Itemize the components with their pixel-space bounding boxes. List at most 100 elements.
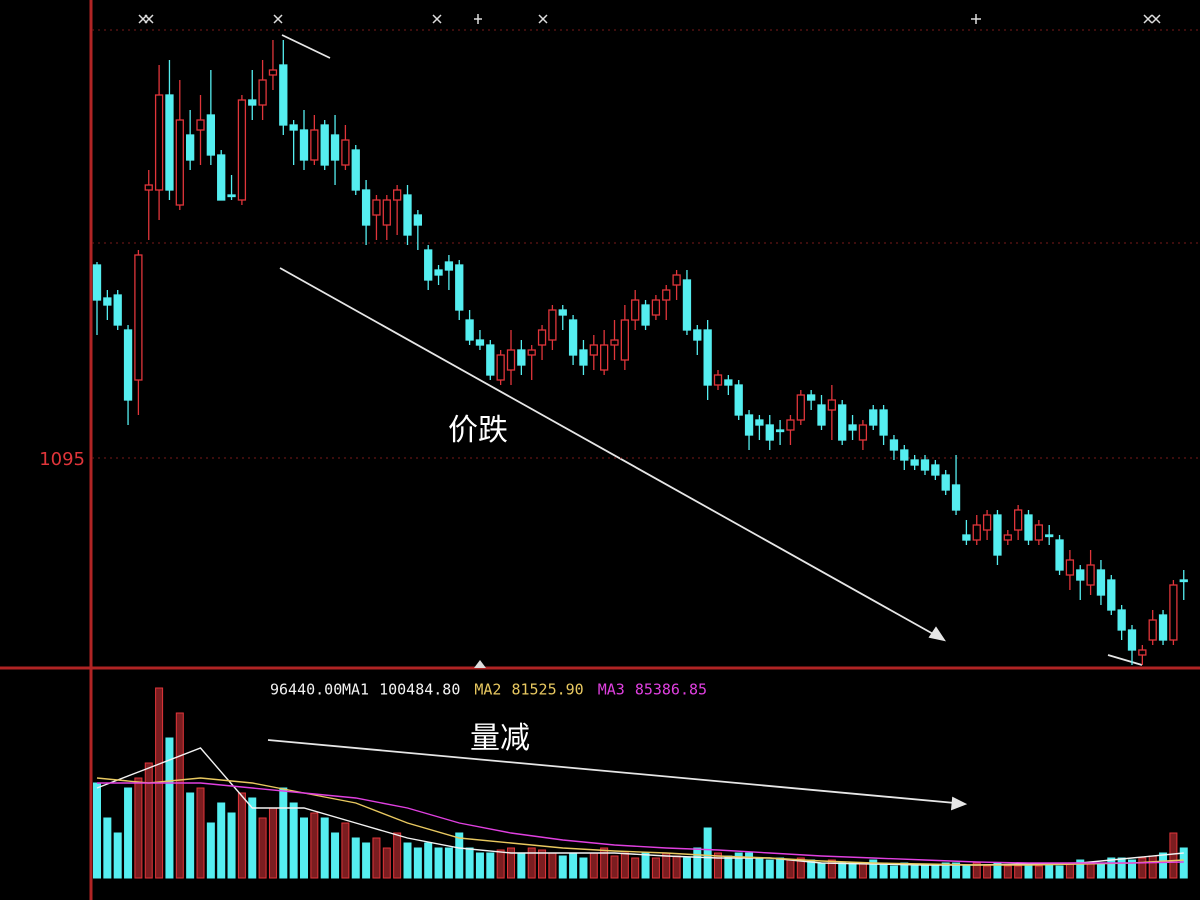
marker — [474, 660, 486, 668]
volume-bar — [1107, 857, 1116, 879]
candle-body — [869, 409, 878, 426]
candle-body — [600, 344, 609, 371]
legend-label: MA2 — [474, 681, 501, 699]
candle-body — [1065, 559, 1075, 576]
candle-body — [165, 94, 174, 191]
annotation: 量减 — [470, 721, 530, 756]
candle-body — [693, 329, 702, 341]
volume-bar — [858, 862, 867, 879]
volume-bar — [972, 862, 981, 879]
candle-body — [807, 394, 816, 401]
candle-body — [227, 194, 236, 198]
candle-body — [382, 199, 391, 226]
volume-bar — [827, 859, 836, 879]
candle-body — [982, 514, 992, 531]
volume-bar — [776, 857, 785, 879]
volume-bar — [393, 832, 402, 879]
candle-body — [765, 424, 774, 441]
volume-bar — [1034, 865, 1043, 879]
volume-bar — [320, 817, 329, 879]
candle-body — [1179, 579, 1188, 583]
volume-bar — [651, 857, 660, 879]
volume-bar — [134, 777, 143, 879]
volume-bar — [952, 862, 961, 879]
volume-bar — [248, 797, 257, 879]
volume-bar — [600, 847, 609, 879]
volume-bar — [362, 842, 371, 879]
volume-bar — [921, 865, 929, 879]
candle-body — [175, 119, 184, 206]
candle-body — [993, 514, 1002, 556]
candle-body — [744, 414, 754, 436]
volume-bar — [217, 802, 226, 879]
candle-body — [103, 297, 112, 306]
candle-body — [444, 261, 454, 271]
volume-bar — [1086, 862, 1095, 879]
volume-bar — [1014, 865, 1023, 879]
candle-body — [537, 329, 547, 346]
volume-bar — [455, 832, 464, 879]
volume-bar — [382, 847, 391, 879]
candle-body — [196, 119, 205, 131]
volume-bar — [755, 857, 764, 879]
volume-bar — [237, 792, 246, 879]
volume-bar — [403, 842, 412, 879]
candle-body — [1034, 524, 1043, 541]
trend-arrows — [267, 34, 1143, 811]
volume-bar — [206, 822, 215, 879]
candle-body — [1045, 534, 1054, 538]
candle-body — [134, 254, 143, 381]
candle-body — [1086, 564, 1095, 586]
volume-bar — [186, 792, 195, 879]
candle-body — [579, 349, 588, 366]
volume-bar — [1138, 857, 1147, 879]
candle-body — [724, 379, 733, 386]
volume-bar — [641, 852, 650, 879]
volume-bar — [983, 865, 992, 879]
candle-body — [1096, 569, 1106, 596]
volume-bar — [910, 865, 919, 879]
volume-bar — [620, 852, 629, 879]
candle-body — [154, 94, 164, 191]
volume-bar — [869, 859, 878, 879]
volume-bar — [413, 847, 422, 879]
candle-body — [1169, 584, 1178, 641]
volume-bar — [113, 832, 122, 879]
volume-bar — [879, 862, 888, 879]
top-markers — [138, 14, 1161, 24]
volume-bar — [817, 862, 826, 879]
candle-body — [548, 309, 557, 341]
candle-body — [320, 124, 329, 166]
volume-bar — [745, 852, 754, 879]
legend-label: MA3 — [598, 681, 625, 699]
candle-body — [682, 279, 692, 331]
candle-body — [827, 399, 836, 411]
candle-body — [910, 459, 919, 466]
candle-body — [268, 69, 278, 76]
volume-bar — [279, 787, 288, 879]
volume-bar — [1159, 852, 1168, 879]
volume-bar — [1096, 862, 1105, 879]
volume-bar — [124, 787, 133, 879]
volume-bar — [507, 847, 515, 879]
candle-body — [424, 249, 433, 281]
volume-bar — [165, 737, 174, 879]
candle-body — [372, 199, 381, 216]
candle-body — [775, 429, 785, 433]
volume-bar — [682, 857, 691, 879]
y-tick-label: 1095 — [39, 449, 85, 470]
candle-body — [527, 349, 536, 356]
volume-bar — [351, 837, 360, 879]
volume-bar — [1179, 847, 1188, 879]
volume-bar — [424, 842, 433, 879]
legend-label: MA1 — [342, 681, 369, 699]
candle-body — [113, 294, 122, 326]
candle-body — [351, 149, 360, 191]
volume-bar — [579, 857, 588, 879]
volume-bar — [227, 812, 236, 879]
candle-body — [589, 344, 598, 356]
candle-body — [1127, 629, 1137, 651]
volume-bar — [941, 862, 950, 879]
candle-body — [403, 194, 412, 236]
candle-body — [123, 329, 133, 401]
